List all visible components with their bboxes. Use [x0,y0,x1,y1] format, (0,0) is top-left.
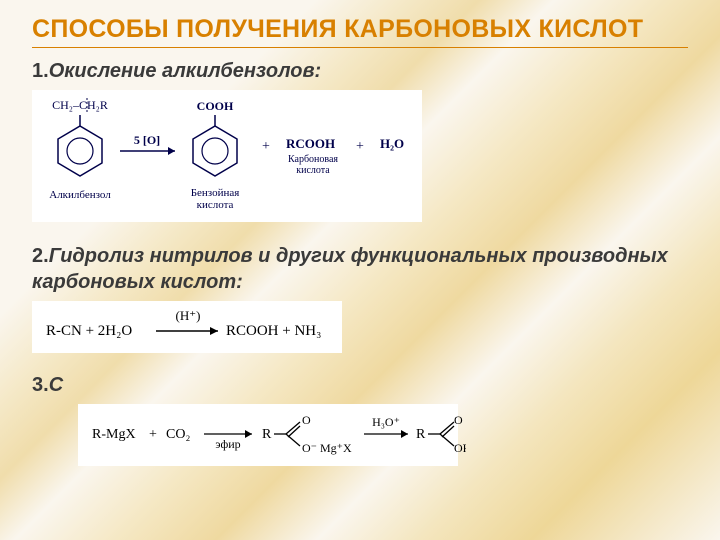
svg-text:+: + [356,139,364,154]
svg-text:Карбоновая: Карбоновая [288,154,338,165]
diagram-3: R-MgX + CO₂ эфир R O O⁻ Mg⁺X H₃O⁺ R O OH [78,404,458,466]
svg-text:кислота: кислота [296,165,330,176]
svg-text:RCOOH + NH₃: RCOOH + NH₃ [226,323,321,339]
svg-text:RCOOH: RCOOH [286,136,335,151]
svg-text:CO₂: CO₂ [166,427,190,442]
svg-text:Бензойная: Бензойная [191,187,240,199]
d1-arrow-label: 5 [O] [134,133,160,147]
section-3-heading: 3.С [32,372,688,398]
slide-title: СПОСОБЫ ПОЛУЧЕНИЯ КАРБОНОВЫХ КИСЛОТ [32,14,688,48]
svg-text:кислота: кислота [197,199,234,211]
section-2-num: 2. [32,245,49,267]
svg-text:OH: OH [454,441,466,455]
section-2-heading: 2.Гидролиз нитрилов и других функциональ… [32,243,688,295]
diagram-1: CH₂–CH₂R Алкилбензол 5 [O] COOH Бензойна… [32,90,422,222]
svg-text:O: O [302,413,311,427]
svg-text:H₃O⁺: H₃O⁺ [372,415,400,429]
diagram-2: R-CN + 2H₂O (H⁺) RCOOH + NH₃ [32,301,342,353]
section-1-text: Окисление алкилбензолов: [49,60,322,82]
d1-reactant-label: Алкилбензол [49,189,111,201]
svg-text:+: + [262,139,270,154]
section-1-heading: 1.Окисление алкилбензолов: [32,58,688,84]
section-2-text: Гидролиз нитрилов и других функциональны… [32,245,668,293]
section-3-text: С [49,374,63,396]
svg-text:O: O [454,413,463,427]
svg-text:эфир: эфир [215,437,240,451]
svg-text:R-CN + 2H₂O: R-CN + 2H₂O [46,323,132,339]
svg-text:(H⁺): (H⁺) [176,308,201,323]
svg-text:O⁻ Mg⁺X: O⁻ Mg⁺X [302,441,352,455]
svg-text:R-MgX: R-MgX [92,427,136,442]
svg-text:CH₂–CH₂R: CH₂–CH₂R [52,98,108,112]
section-3-num: 3. [32,374,49,396]
svg-text:R: R [416,427,426,442]
svg-text:R: R [262,427,272,442]
svg-text:H₂O: H₂O [380,136,404,151]
svg-text:COOH: COOH [197,99,234,113]
svg-text:+: + [149,427,157,442]
section-1-num: 1. [32,60,49,82]
